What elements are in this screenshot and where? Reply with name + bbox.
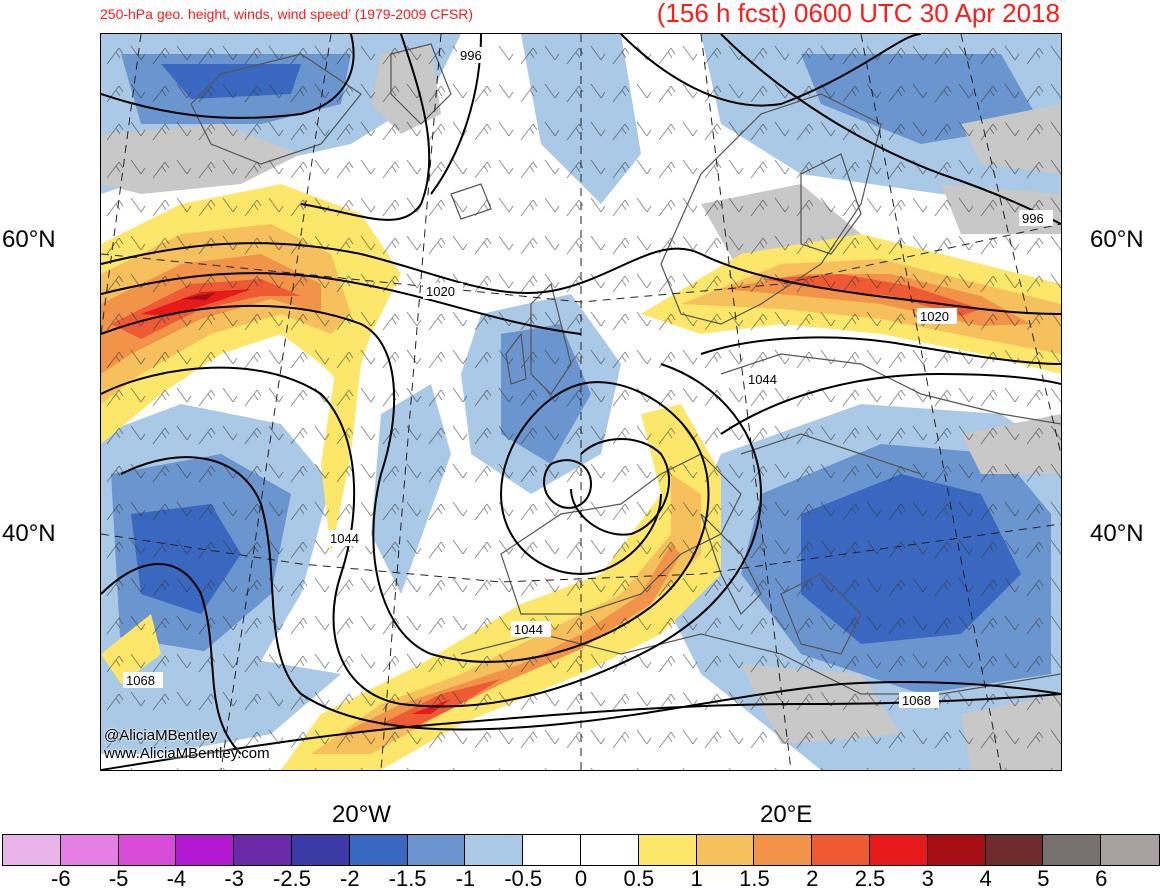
colorbar-swatch: [3, 835, 61, 865]
colorbar-tick-label: 1: [690, 866, 703, 891]
height-contours: [101, 34, 1061, 770]
lat-label-60n-left: 60°N: [2, 226, 56, 253]
colorbar-tick-label: 2.5: [854, 866, 886, 891]
colorbar-swatch: [234, 835, 292, 865]
colorbar-swatch: [118, 835, 177, 865]
colorbar-swatch: [985, 835, 1044, 865]
lat-label-60n-right: 60°N: [1090, 226, 1144, 253]
colorbar-tick-label: -1: [455, 866, 476, 891]
colorbar-tick-label: 4: [979, 866, 992, 891]
colorbar-swatch: [580, 835, 639, 865]
contour-label-1044-south: 1044: [514, 622, 543, 637]
colorbar-swatch: [465, 835, 524, 865]
colorbar-tick-label: -3: [224, 866, 244, 891]
colorbar-tick-label: 1.5: [739, 866, 770, 891]
colorbar-swatch: [754, 835, 813, 865]
contour-label-1068-east: 1068: [902, 693, 931, 708]
contour-label-996-east: 996: [1022, 211, 1044, 226]
colorbar-swatch: [869, 835, 928, 865]
map-svg: 996 1020 1044 1068 996 1020 1044 1044 10…: [101, 34, 1061, 770]
contour-label-996-nw: 996: [460, 48, 482, 63]
colorbar-tick-label: 3: [921, 866, 934, 891]
colorbar-swatch: [291, 835, 350, 865]
contour-label-1068-west: 1068: [126, 673, 155, 688]
colorbar-tick-label: 0.5: [623, 866, 655, 891]
colorbar-tick-label: -4: [166, 866, 187, 891]
map-subtitle: 250-hPa geo. height, winds, wind speed’ …: [100, 6, 474, 22]
colorbar-tick-label: -0.5: [504, 866, 543, 891]
latlon-grid: [101, 34, 1061, 770]
colorbar-tick-label: 5: [1037, 866, 1050, 891]
colorbar-tick-label: -2: [340, 866, 360, 891]
colorbar-swatch: [696, 835, 755, 865]
colorbar-labels: -6 -5 -4 -3 -2.5 -2 -1.5 -1 -0.5 0 0.5 1 1.5 2 2.5 3 4 5 6: [0, 866, 1160, 892]
colorbar-swatch: [638, 835, 697, 865]
colorbar-tick-label: 0: [574, 866, 588, 891]
contour-label-1020-atlantic: 1020: [426, 284, 455, 299]
lon-label-20w: 20°W: [332, 801, 391, 828]
lon-label-20e: 20°E: [760, 801, 813, 828]
colorbar-tick-label: 2: [806, 866, 819, 891]
colorbar-swatch: [349, 835, 408, 865]
colorbar-swatch: [407, 835, 466, 865]
forecast-valid-time: (156 h fcst) 0600 UTC 30 Apr 2018: [656, 0, 1060, 28]
lat-label-40n-left: 40°N: [2, 520, 56, 547]
map-panel: 996 1020 1044 1068 996 1020 1044 1044 10…: [100, 33, 1062, 771]
contour-label-1044-central: 1044: [748, 372, 777, 387]
contour-labels: 996 1020 1044 1068 996 1020 1044 1044 10…: [123, 47, 1053, 708]
colorbar-tick-label: 6: [1095, 866, 1108, 891]
colorbar-tick-label: -1.5: [388, 866, 427, 891]
colorbar-swatch: [60, 835, 119, 865]
contour-label-1044-atlantic: 1044: [330, 531, 359, 546]
anomaly-colorbar: [2, 834, 1160, 866]
colorbar-swatch: [176, 835, 235, 865]
colorbar-swatch: [812, 835, 870, 865]
colorbar-swatch: [523, 835, 581, 865]
colorbar-swatch: [927, 835, 986, 865]
colorbar-tick-label: -5: [108, 866, 129, 891]
colorbar-tick-label: -6: [51, 866, 71, 891]
colorbar-tick-label: -2.5: [273, 866, 311, 891]
contour-label-1020-east: 1020: [920, 309, 949, 324]
credit-twitter: @AliciaMBentley: [104, 727, 218, 744]
credit-website: www.AliciaMBentley.com: [104, 745, 270, 762]
lat-label-40n-right: 40°N: [1090, 520, 1144, 547]
colorbar-swatch: [1101, 835, 1159, 865]
colorbar-swatch: [1043, 835, 1102, 865]
